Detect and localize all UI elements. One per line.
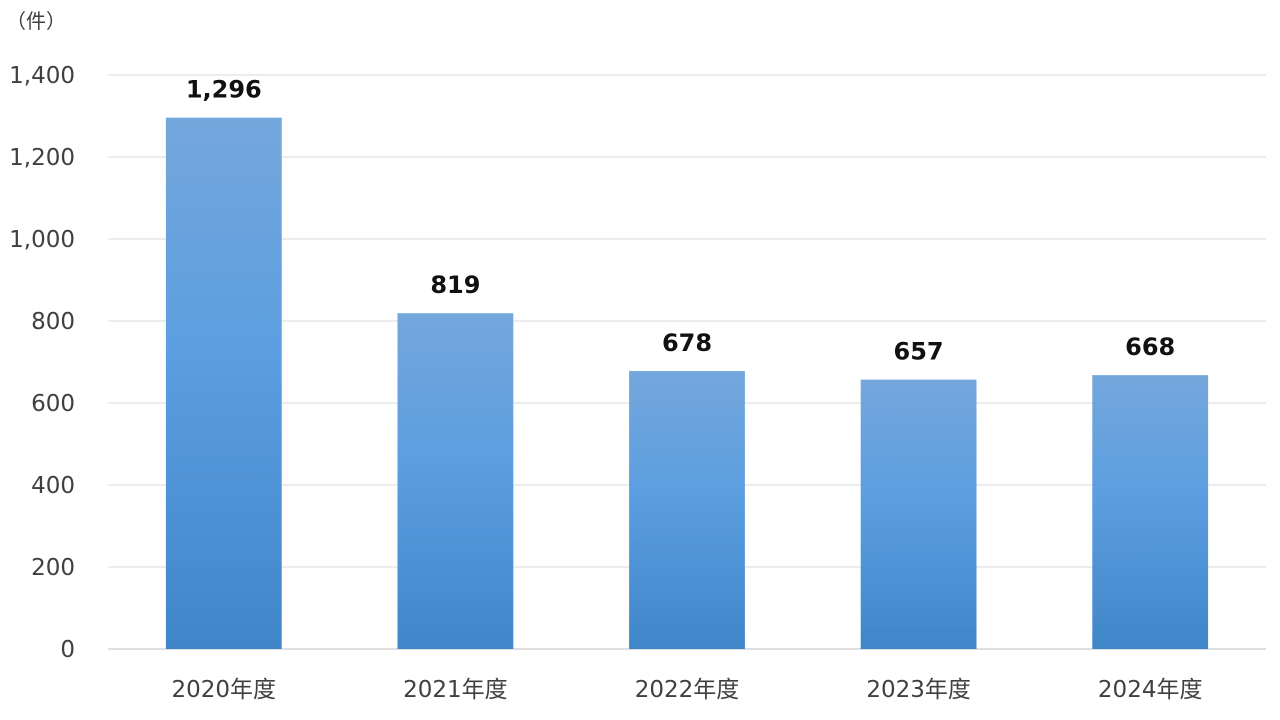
bar (629, 371, 745, 649)
bar (860, 379, 977, 649)
bar-value-label: 819 (430, 271, 480, 299)
y-tick-label: 0 (60, 637, 75, 663)
y-tick-label: 800 (31, 309, 75, 335)
bars (165, 117, 1209, 649)
x-axis-category-labels: 2020年度 2021年度 2022年度 2023年度 2024年度 (172, 677, 1203, 703)
y-tick-label: 1,400 (9, 63, 75, 89)
bar (397, 313, 514, 649)
bar-value-label: 657 (894, 338, 944, 366)
y-tick-label: 200 (31, 555, 75, 581)
y-axis-tick-labels: 0 200 400 600 800 1,000 1,200 1,400 (9, 63, 75, 663)
x-category-label: 2023年度 (866, 677, 971, 703)
y-tick-label: 1,000 (9, 227, 75, 253)
x-category-label: 2021年度 (403, 677, 508, 703)
y-tick-label: 1,200 (9, 145, 75, 171)
bar-value-label: 668 (1125, 333, 1175, 361)
y-axis-unit-label: （件） (6, 9, 66, 33)
y-tick-label: 600 (31, 391, 75, 417)
x-category-label: 2024年度 (1098, 677, 1203, 703)
data-labels: 1,296 819 678 657 668 (186, 76, 1175, 366)
bar-value-label: 678 (662, 329, 712, 357)
bar (165, 117, 282, 649)
x-category-label: 2022年度 (635, 677, 740, 703)
y-tick-label: 400 (31, 473, 75, 499)
bar (1092, 375, 1209, 649)
bar-value-label: 1,296 (186, 76, 262, 104)
x-category-label: 2020年度 (172, 677, 277, 703)
